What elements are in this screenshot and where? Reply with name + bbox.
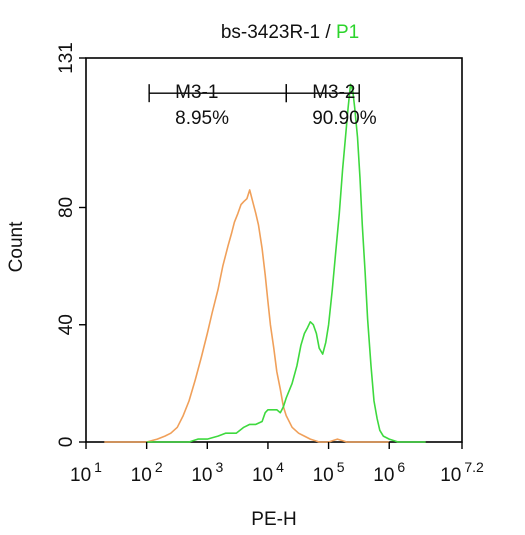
- x-tick-label-2: 10 3: [191, 459, 223, 486]
- x-axis-label: PE-H: [251, 509, 296, 530]
- x-tick-label-1: 10 2: [131, 459, 163, 486]
- y-tick-label-1: 40: [56, 314, 77, 335]
- plot-frame: [85, 57, 463, 443]
- y-tick-label-2: 80: [56, 197, 77, 218]
- y-axis-label: Count: [6, 221, 27, 272]
- series-line-2: [146, 83, 426, 443]
- y-tick-label-3: 131: [56, 42, 77, 74]
- y-tick-label-0: 0: [56, 437, 77, 448]
- marker-layer: M3-1 8.95% M3-2 90.90%: [148, 82, 377, 129]
- chart-title-highlight: P1: [336, 22, 359, 43]
- gate-label-2: M3-2: [312, 82, 355, 103]
- x-tick-label-3: 10 4: [252, 459, 284, 486]
- chart-title-prefix: bs-3423R-1 /: [221, 22, 336, 43]
- x-tick-label-4: 10 5: [313, 459, 345, 486]
- gate-percent-2: 90.90%: [312, 108, 377, 129]
- axis-layer: 10 1 10 2 10 3 10 4 10 5 10 6 10 7.2 0 40 80 131: [56, 42, 484, 486]
- x-tick-label-6: 10 7.2: [440, 459, 484, 486]
- series-line-1: [104, 189, 390, 443]
- x-tick-label-5: 10 6: [373, 459, 405, 486]
- x-tick-label-0: 10 1: [70, 459, 102, 486]
- gate-label-1: M3-1: [175, 82, 218, 103]
- series-layer: [104, 83, 426, 443]
- chart-title: bs-3423R-1 / P1: [221, 22, 359, 43]
- gate-percent-1: 8.95%: [175, 108, 229, 129]
